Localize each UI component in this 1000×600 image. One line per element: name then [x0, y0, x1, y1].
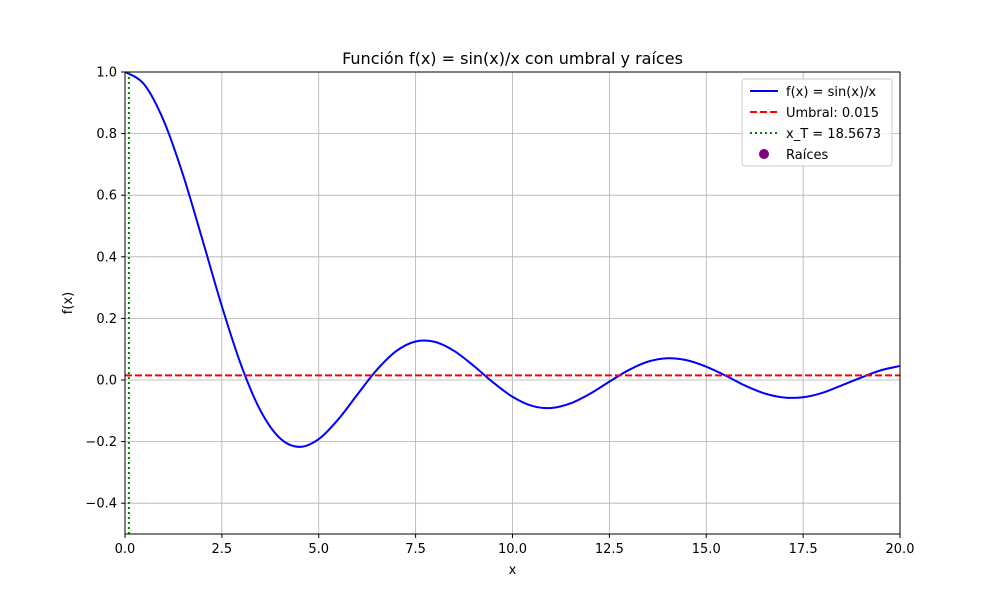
legend-label-threshold: Umbral: 0.015 [786, 106, 879, 121]
x-tick-label: 20.0 [886, 542, 915, 557]
axis-ticks: 0.0 2.5 5.0 7.5 10.0 12.5 15.0 17.5 20.0 −0.4 −0.2… [85, 66, 914, 558]
x-tick-label: 17.5 [789, 542, 818, 557]
legend-label-sinc: f(x) = sin(x)/x [786, 85, 876, 100]
x-axis-label: x [509, 563, 517, 578]
x-tick-label: 10.0 [498, 542, 527, 557]
y-tick-label: 0.2 [96, 312, 117, 327]
chart-title: Función f(x) = sin(x)/x con umbral y raí… [342, 49, 683, 68]
x-tick-label: 5.0 [308, 542, 329, 557]
y-tick-label: −0.4 [85, 497, 117, 512]
legend-label-xt: x_T = 18.5673 [786, 127, 881, 142]
legend-swatch-roots [759, 149, 769, 159]
y-tick-label: 1.0 [96, 66, 117, 81]
y-tick-label: 0.0 [96, 374, 117, 389]
x-tick-label: 0.0 [115, 542, 136, 557]
x-tick-label: 2.5 [212, 542, 233, 557]
legend-label-roots: Raíces [786, 148, 828, 163]
legend-box [741, 78, 893, 167]
y-tick-label: 0.8 [96, 127, 117, 142]
x-tick-label: 15.0 [692, 542, 721, 557]
sinc-curve [124, 71, 901, 448]
y-tick-label: −0.2 [85, 435, 117, 450]
y-tick-label: 0.6 [96, 189, 117, 204]
y-tick-label: 0.4 [96, 250, 117, 265]
plot-series [124, 71, 901, 534]
x-tick-label: 12.5 [595, 542, 624, 557]
x-tick-label: 7.5 [405, 542, 426, 557]
y-axis-label: f(x) [61, 292, 76, 314]
legend: f(x) = sin(x)/x Umbral: 0.015 x_T = 18.5… [741, 78, 893, 167]
